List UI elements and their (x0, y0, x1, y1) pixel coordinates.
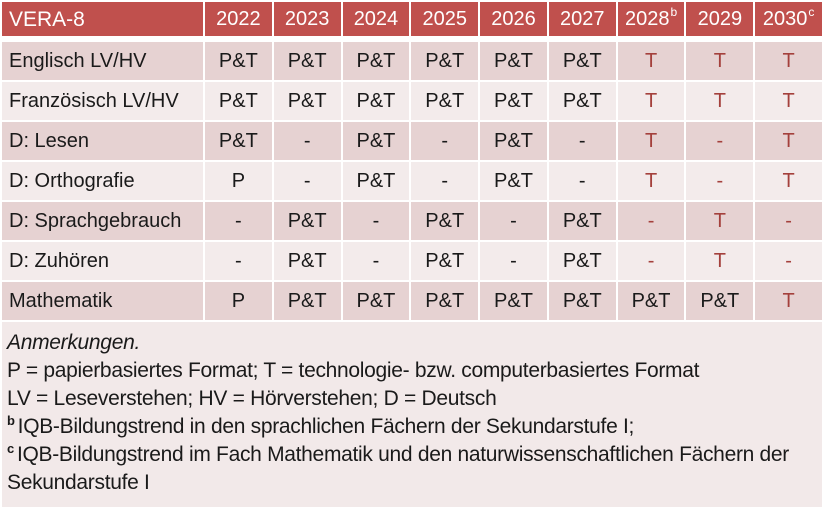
value-cell-2027-row2: - (548, 122, 616, 160)
value-cell-2023-row0: P&T (273, 42, 341, 80)
year-header-2026: 2026 (480, 2, 547, 36)
year-header-2025: 2025 (411, 2, 479, 36)
value-cell-2029-row0: T (686, 42, 754, 80)
footnote-b-text: IQB-Bildungstrend in den sprachlichen Fä… (17, 415, 635, 438)
year-header-2028: 2028 b (617, 2, 685, 36)
value-cell-2027-row4: P&T (548, 202, 616, 240)
value-cell-2022-row5: - (205, 242, 272, 280)
notes-section: Anmerkungen. P = papierbasiertes Format;… (2, 322, 822, 507)
footnote-b-marker: b (7, 413, 15, 428)
value-cell-2030-row5: - (755, 242, 822, 280)
value-cell-2026-row4: - (480, 202, 547, 240)
value-cell-2023-row6: P&T (273, 282, 341, 320)
row-label-französisch-lv-hv: Französisch LV/HV (2, 82, 203, 120)
value-cell-2030-row2: T (755, 122, 822, 160)
value-cell-2030-row0: T (755, 42, 822, 80)
footnote-c: c IQB-Bildungstrend im Fach Mathematik un… (7, 441, 812, 497)
value-cell-2028-row2: T (617, 122, 685, 160)
value-cell-2028-row6: P&T (617, 282, 685, 320)
value-cell-2026-row1: P&T (480, 82, 547, 120)
value-cell-2030-row6: T (755, 282, 822, 320)
row-label-d-zuhören: D: Zuhören (2, 242, 203, 280)
value-cell-2029-row3: - (686, 162, 754, 200)
value-cell-2027-row1: P&T (548, 82, 616, 120)
value-cell-2022-row0: P&T (205, 42, 272, 80)
table-title: VERA-8 (2, 2, 203, 36)
value-cell-2026-row2: P&T (480, 122, 547, 160)
value-cell-2028-row1: T (617, 82, 685, 120)
value-cell-2022-row4: - (205, 202, 272, 240)
value-cell-2026-row3: P&T (480, 162, 547, 200)
footnote-c-marker: c (7, 441, 14, 456)
row-label-d-sprachgebrauch: D: Sprachgebrauch (2, 202, 203, 240)
year-header-2022: 2022 (205, 2, 272, 36)
notes-abbreviation-legend: LV = Leseverstehen; HV = Hörverstehen; D… (7, 387, 497, 410)
year-header-superscript-b: b (670, 5, 678, 19)
notes-format-legend: P = papierbasiertes Format; T = technolo… (7, 359, 700, 382)
footnote-b: b IQB-Bildungstrend in den sprachlichen F… (7, 413, 812, 441)
value-cell-2026-row0: P&T (480, 42, 547, 80)
row-label-d-orthografie: D: Orthografie (2, 162, 203, 200)
value-cell-2028-row3: T (617, 162, 685, 200)
value-cell-2029-row1: T (686, 82, 754, 120)
value-cell-2024-row0: P&T (342, 42, 410, 80)
value-cell-2028-row5: - (617, 242, 685, 280)
value-cell-2023-row3: - (273, 162, 341, 200)
value-cell-2030-row4: - (755, 202, 822, 240)
year-header-2030: 2030 c (755, 2, 822, 36)
value-cell-2025-row2: - (411, 122, 479, 160)
vera8-table: VERA-8 2022 2023 2024 2025 2026 2027 2028 b 2029… (2, 2, 822, 320)
value-cell-2025-row4: P&T (411, 202, 479, 240)
value-cell-2024-row3: P&T (342, 162, 410, 200)
value-cell-2027-row5: P&T (548, 242, 616, 280)
value-cell-2030-row3: T (755, 162, 822, 200)
value-cell-2027-row6: P&T (548, 282, 616, 320)
value-cell-2029-row2: - (686, 122, 754, 160)
table-grid: VERA-8 2022 2023 2024 2025 2026 2027 2028 b 2029… (2, 2, 822, 320)
value-cell-2025-row6: P&T (411, 282, 479, 320)
value-cell-2026-row5: - (480, 242, 547, 280)
year-header-2027: 2027 (548, 2, 616, 36)
value-cell-2027-row0: P&T (548, 42, 616, 80)
value-cell-2023-row5: P&T (273, 242, 341, 280)
value-cell-2024-row6: P&T (342, 282, 410, 320)
row-label-mathematik: Mathematik (2, 282, 203, 320)
year-header-superscript-c: c (808, 5, 815, 19)
footnote-c-text: IQB-Bildungstrend im Fach Mathematik und… (7, 443, 790, 494)
notes-heading: Anmerkungen. (7, 331, 140, 354)
value-cell-2025-row5: P&T (411, 242, 479, 280)
value-cell-2026-row6: P&T (480, 282, 547, 320)
value-cell-2022-row2: P&T (205, 122, 272, 160)
value-cell-2022-row6: P (205, 282, 272, 320)
value-cell-2028-row4: - (617, 202, 685, 240)
value-cell-2024-row4: - (342, 202, 410, 240)
year-header-2024: 2024 (342, 2, 410, 36)
value-cell-2023-row1: P&T (273, 82, 341, 120)
value-cell-2029-row5: T (686, 242, 754, 280)
value-cell-2025-row3: - (411, 162, 479, 200)
value-cell-2029-row4: T (686, 202, 754, 240)
row-label-englisch-lv-hv: Englisch LV/HV (2, 42, 203, 80)
value-cell-2028-row0: T (617, 42, 685, 80)
value-cell-2022-row1: P&T (205, 82, 272, 120)
value-cell-2022-row3: P (205, 162, 272, 200)
value-cell-2025-row1: P&T (411, 82, 479, 120)
year-header-2023: 2023 (273, 2, 341, 36)
value-cell-2029-row6: P&T (686, 282, 754, 320)
row-label-d-lesen: D: Lesen (2, 122, 203, 160)
year-header-2029: 2029 (686, 2, 754, 36)
value-cell-2027-row3: - (548, 162, 616, 200)
value-cell-2023-row4: P&T (273, 202, 341, 240)
value-cell-2023-row2: - (273, 122, 341, 160)
value-cell-2024-row2: P&T (342, 122, 410, 160)
value-cell-2025-row0: P&T (411, 42, 479, 80)
value-cell-2024-row1: P&T (342, 82, 410, 120)
value-cell-2024-row5: - (342, 242, 410, 280)
value-cell-2030-row1: T (755, 82, 822, 120)
